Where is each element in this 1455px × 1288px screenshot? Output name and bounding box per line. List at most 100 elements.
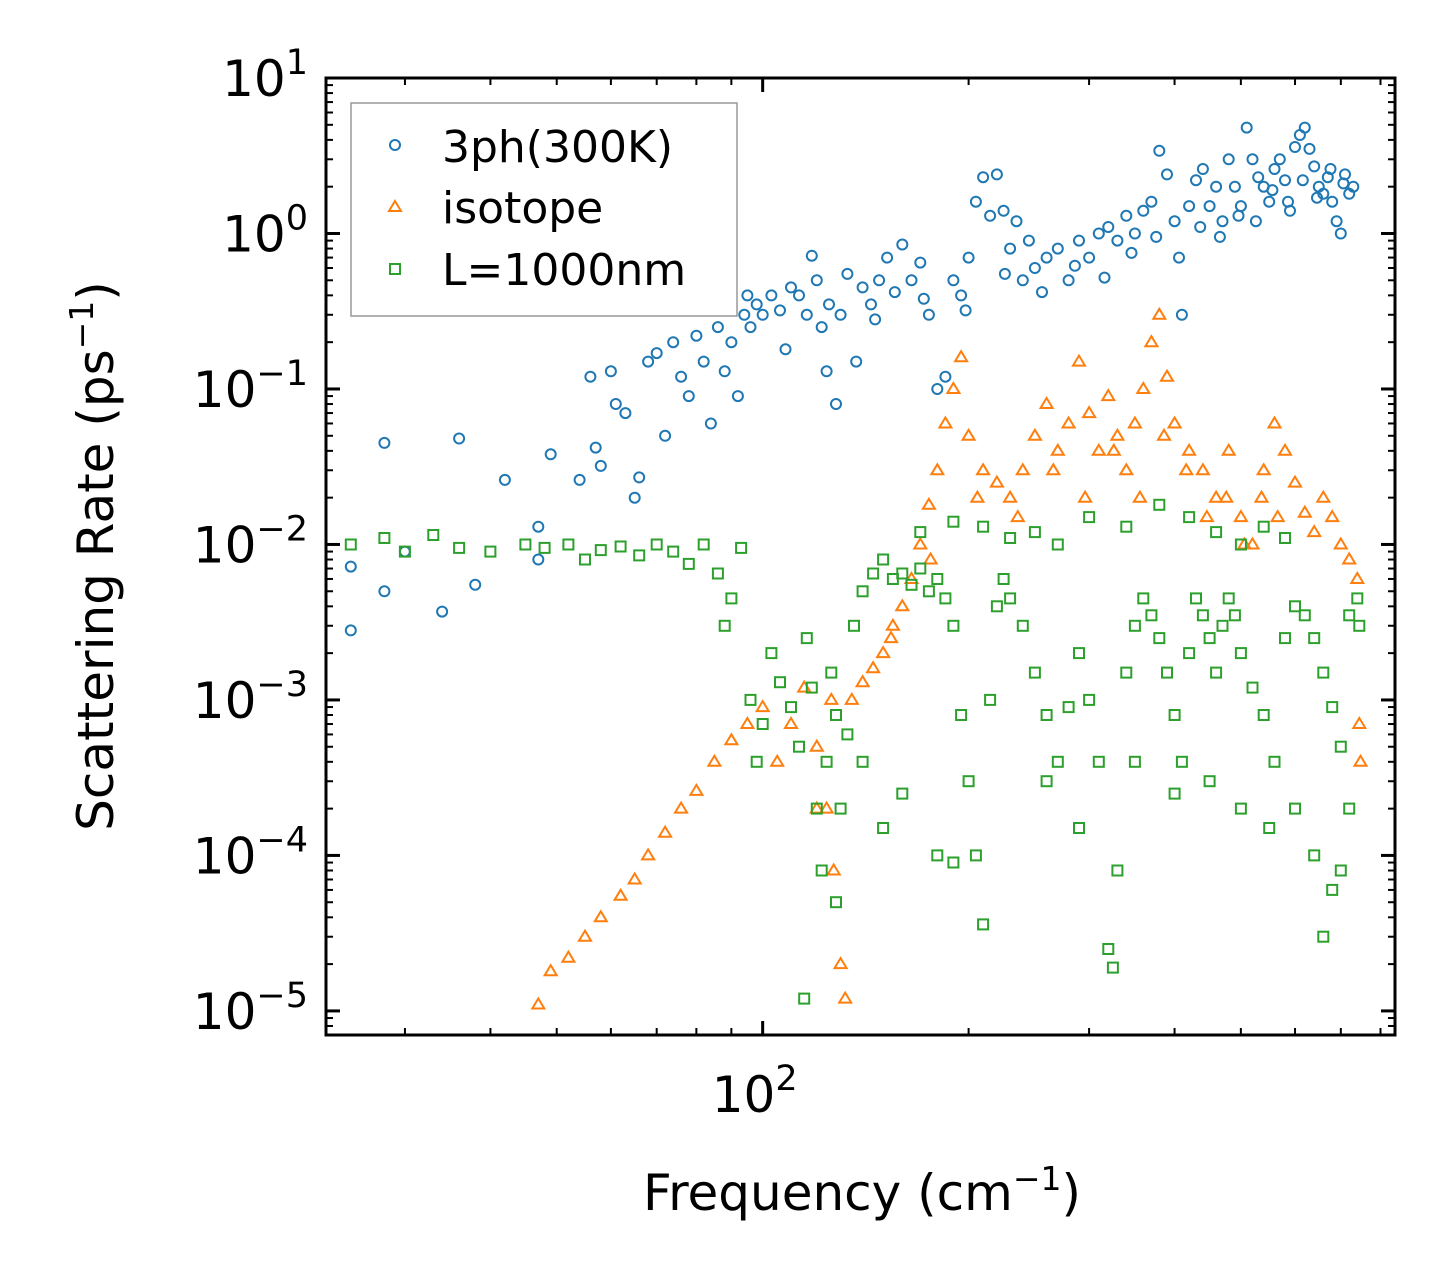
- y-tick-label: 10−4: [193, 820, 308, 885]
- data-point: [344, 624, 357, 637]
- x-tick-exponent: 2: [775, 1059, 797, 1099]
- data-point: [848, 619, 860, 632]
- y-tick-label: 10−3: [193, 665, 308, 730]
- data-point: [969, 195, 982, 208]
- data-point: [1166, 415, 1183, 429]
- data-point: [1308, 849, 1321, 862]
- data-point: [1183, 200, 1196, 213]
- data-point: [815, 321, 828, 334]
- legend-marker-triangle: [387, 199, 403, 212]
- data-point: [1311, 191, 1323, 204]
- data-point: [1240, 121, 1253, 134]
- data-point: [1203, 775, 1216, 788]
- data-point: [427, 529, 440, 541]
- data-point: [723, 732, 740, 746]
- data-point: [604, 365, 617, 378]
- data-point: [1234, 647, 1247, 660]
- data-point: [1351, 716, 1368, 729]
- data-point: [1083, 511, 1096, 524]
- data-point: [1277, 442, 1293, 456]
- data-point: [1196, 163, 1209, 175]
- data-point: [1111, 234, 1124, 247]
- data-point: [1183, 511, 1196, 524]
- data-point: [1183, 647, 1196, 660]
- data-point: [612, 887, 629, 901]
- y-axis-label: Scattering Rate (ps−1): [62, 281, 125, 831]
- data-point: [1156, 427, 1172, 441]
- data-point: [1073, 234, 1085, 247]
- data-point: [750, 755, 763, 768]
- data-point: [854, 674, 871, 688]
- data-point: [1060, 415, 1077, 429]
- data-point: [856, 281, 869, 294]
- y-tick-exponent: 1: [286, 43, 308, 83]
- data-point: [1002, 489, 1018, 503]
- data-point: [1289, 802, 1301, 815]
- x-axis-label: Frequency (cm−1): [643, 1159, 1081, 1222]
- data-point: [1015, 462, 1031, 476]
- data-point: [538, 541, 551, 554]
- data-point: [1349, 571, 1366, 584]
- y-tick-label: 100: [222, 198, 308, 263]
- data-point: [769, 753, 785, 767]
- data-point: [1199, 509, 1215, 523]
- data-point: [1298, 121, 1311, 134]
- data-point: [1249, 215, 1262, 228]
- data-point: [1324, 509, 1340, 523]
- data-point: [1028, 526, 1041, 539]
- data-point: [1004, 532, 1017, 544]
- data-point: [765, 289, 778, 302]
- data-point: [1091, 442, 1107, 456]
- data-point: [1092, 755, 1105, 768]
- data-point: [739, 716, 756, 729]
- data-point: [914, 526, 927, 539]
- data-point: [809, 738, 825, 752]
- data-point: [1196, 609, 1209, 622]
- data-point: [856, 585, 869, 598]
- data-point: [1287, 474, 1303, 488]
- data-point: [1216, 619, 1229, 632]
- data-point: [1255, 462, 1272, 476]
- data-point: [867, 567, 880, 580]
- data-point: [1317, 930, 1330, 943]
- data-point: [1128, 755, 1141, 768]
- data-point: [544, 448, 557, 461]
- data-point: [344, 538, 357, 551]
- data-point: [344, 560, 357, 573]
- data-point: [917, 292, 930, 305]
- data-point: [1083, 251, 1096, 264]
- data-point: [1343, 609, 1356, 622]
- data-point: [1195, 462, 1211, 476]
- data-point: [706, 753, 723, 767]
- data-point: [959, 304, 972, 317]
- data-point: [1016, 619, 1029, 632]
- data-point: [1102, 221, 1115, 233]
- data-point: [1279, 532, 1291, 544]
- data-point: [562, 538, 575, 551]
- y-tick-label: 10−1: [193, 354, 308, 419]
- data-point: [1228, 180, 1241, 193]
- data-point: [1027, 427, 1043, 441]
- data-point: [1028, 666, 1041, 679]
- data-point: [675, 370, 688, 383]
- data-point: [754, 699, 771, 713]
- data-point: [1083, 693, 1096, 706]
- data-point: [1208, 489, 1224, 503]
- data-point: [937, 415, 954, 429]
- data-point: [1273, 153, 1286, 166]
- data-point: [1257, 709, 1270, 721]
- data-point: [673, 800, 689, 814]
- data-point: [1118, 462, 1135, 476]
- data-point: [1153, 144, 1166, 157]
- data-point: [922, 308, 935, 321]
- data-point: [484, 545, 497, 558]
- data-point: [798, 992, 811, 1005]
- data-point: [1077, 489, 1093, 503]
- data-point: [609, 398, 622, 410]
- data-point: [697, 538, 710, 551]
- data-point: [865, 298, 877, 311]
- data-point: [1153, 632, 1166, 645]
- data-point: [1016, 274, 1029, 287]
- data-point: [1203, 200, 1216, 213]
- data-point: [756, 718, 769, 730]
